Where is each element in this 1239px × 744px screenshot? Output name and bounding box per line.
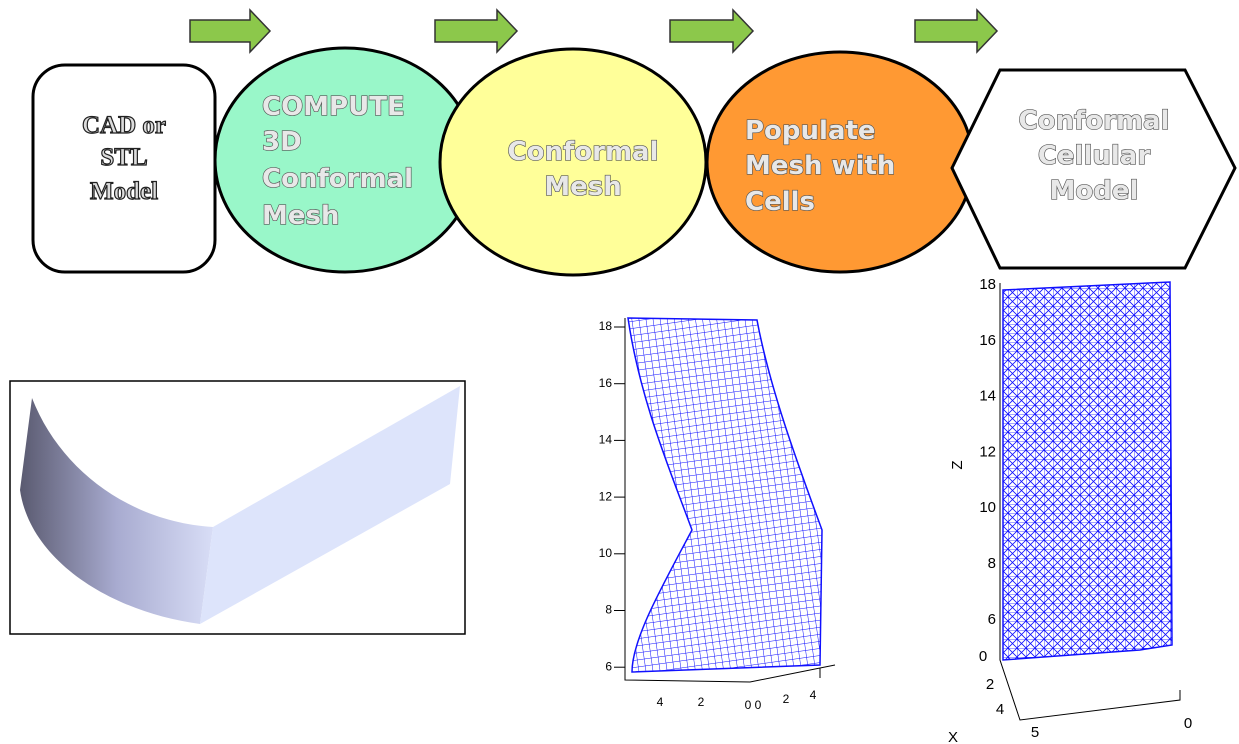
arrow: [670, 10, 753, 52]
y-tick-label: 14: [599, 433, 613, 447]
arrow: [915, 10, 997, 52]
z-axis-label: Z: [949, 460, 966, 469]
z-tick-label: 6: [988, 611, 996, 628]
arrows: [190, 10, 997, 52]
node-label: Conformal: [508, 137, 659, 167]
node-label: Cells: [745, 187, 815, 217]
bottom-tick-label: 2: [986, 676, 994, 693]
page: CAD or STL Model COMPUTE 3D Conformal Mesh Conf…: [0, 0, 1239, 744]
conformal-mesh: [628, 318, 822, 672]
node-label: Conformal: [262, 164, 413, 194]
node-label: Model: [1050, 176, 1139, 206]
y-tick-label: 6: [605, 659, 612, 673]
z-tick-label: 10: [979, 499, 996, 516]
y-tick-label: 12: [599, 489, 613, 503]
z-tick-label: 16: [979, 332, 996, 349]
node-label: COMPUTE: [262, 92, 405, 122]
node-label: Cellular: [1038, 141, 1151, 171]
y-tick-label: 10: [599, 546, 613, 560]
y-tick-label: 18: [599, 319, 613, 333]
z-tick-label: 14: [979, 388, 996, 405]
x-tick-label: 2: [783, 692, 790, 706]
node-label: Mesh: [544, 172, 622, 202]
node-label: STL: [100, 144, 147, 171]
z-tick-label: 12: [979, 443, 996, 460]
x-axis-label: X: [948, 729, 958, 744]
bottom-tick-label: 5: [1031, 724, 1039, 741]
node-label: Populate: [745, 116, 876, 146]
node-label: CAD or: [82, 112, 166, 139]
x-tick-label: 0: [745, 698, 752, 712]
arrow: [190, 10, 270, 52]
x-tick-label: 4: [657, 695, 664, 709]
x-tick-label: 4: [810, 688, 817, 702]
y-tick-label: 8: [605, 603, 612, 617]
node-label: Mesh: [262, 201, 340, 231]
bottom-tick-label: 4: [996, 701, 1004, 718]
arrow: [435, 10, 517, 52]
bottom-tick-label: 0: [1184, 715, 1192, 732]
node-label: Model: [90, 178, 158, 205]
z-tick-label: 8: [988, 555, 996, 572]
x-tick-label: 0: [755, 698, 762, 712]
node-label: Conformal: [1019, 106, 1170, 136]
y-tick-label: 16: [599, 376, 613, 390]
node-label: 3D: [262, 127, 302, 157]
step-circle: [215, 48, 475, 272]
cellular-mesh: [1003, 282, 1172, 660]
z-tick-label: 18: [979, 276, 996, 293]
x-tick-label: 2: [698, 695, 705, 709]
node-label: Mesh with: [745, 151, 895, 181]
bottom-tick-label: 0: [979, 648, 987, 665]
